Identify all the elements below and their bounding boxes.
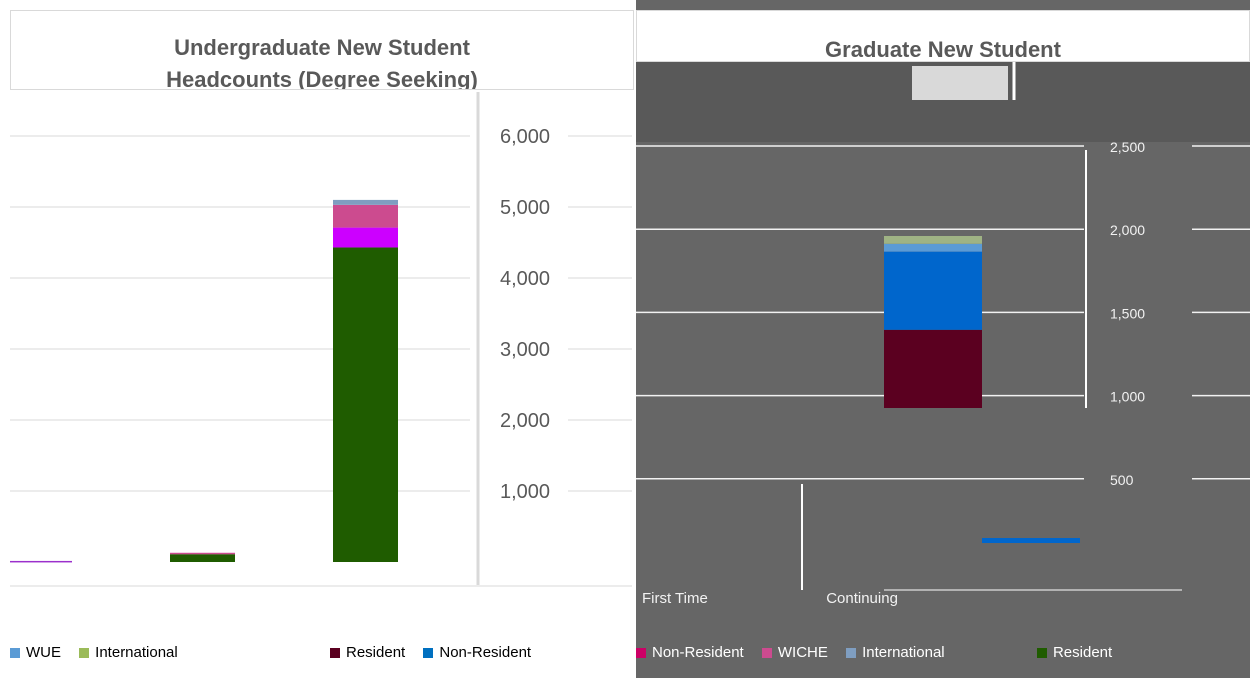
legend-swatch-non-resident — [423, 647, 434, 658]
bar-segment — [333, 199, 398, 205]
y-tick-label: 3,000 — [500, 339, 550, 361]
bar-segment — [884, 251, 982, 330]
legend-swatch-international — [79, 647, 90, 658]
y-tick-label: 1,000 — [1110, 389, 1145, 405]
bar-segment — [170, 554, 235, 562]
y-tick-label: 1,000 — [500, 481, 550, 503]
bar-segment — [10, 560, 72, 563]
legend-item: WICHE — [761, 644, 828, 661]
y-tick-label: 5,000 — [500, 197, 550, 219]
legend-swatch-international — [846, 647, 857, 658]
legend-label-wue: WUE — [26, 644, 61, 661]
undergraduate-chart-legend-2: Resident Non-Resident — [330, 644, 545, 662]
legend-swatch-non-resident — [636, 647, 646, 658]
y-tick-label: 4,000 — [500, 268, 550, 290]
legend-item: WUE — [10, 644, 61, 661]
y-tick-label: 2,000 — [500, 410, 550, 432]
y-tick-label: 500 — [1110, 472, 1134, 488]
y-tick-label: 1,500 — [1110, 305, 1145, 321]
legend-swatch-wue — [10, 647, 20, 658]
graduate-chart-panel: Graduate New Student 2,500 2,000 1,500 1,00… — [636, 0, 1250, 678]
header-highlight — [912, 66, 1008, 100]
legend-item: Resident — [330, 644, 405, 661]
legend-item: Non-Resident — [636, 644, 744, 661]
undergraduate-chart-panel: Undergraduate New Student Headcounts (De… — [10, 10, 634, 662]
y-tick-label: 6,000 — [500, 126, 550, 148]
legend-swatch-resident — [1036, 647, 1047, 658]
undergraduate-chart-title-line2: Headcounts (Degree Seeking) — [166, 67, 478, 90]
graduate-category-labels: First Time Continuing — [642, 590, 898, 607]
y-tick-label: 2,000 — [1110, 222, 1145, 238]
graduate-chart-legend: Non-Resident WICHE International Residen… — [636, 644, 1126, 662]
y-tick-label: 2,500 — [1110, 139, 1145, 155]
graduate-chart-plot: 2,500 2,000 1,500 1,000 500 — [636, 62, 1250, 591]
legend-item: International — [79, 644, 178, 661]
legend-swatch-wiche — [761, 647, 772, 658]
graduate-chart-title-line1: Graduate New Student — [825, 37, 1061, 62]
legend-item: Resident — [1036, 644, 1113, 661]
undergraduate-chart-title-line1: Undergraduate New Student — [174, 35, 470, 60]
legend-swatch-resident — [330, 647, 340, 658]
category-label-first-time: First Time — [642, 590, 708, 607]
bar-segment — [884, 243, 982, 252]
legend-label-non-resident: Non-Resident — [652, 644, 744, 661]
legend-item: International — [846, 644, 945, 661]
undergraduate-chart-plot: 6,000 5,000 4,000 3,000 2,000 1,000 — [10, 92, 632, 587]
category-label-continuing: Continuing — [826, 590, 898, 607]
bar-segment — [333, 204, 398, 228]
legend-label-international: International — [95, 644, 178, 661]
legend-label-resident: Resident — [1052, 644, 1113, 661]
bar-segment — [982, 538, 1080, 543]
legend-label-resident: Resident — [346, 644, 406, 661]
bar-segment — [333, 227, 398, 248]
undergraduate-chart-legend: WUE International — [10, 644, 192, 662]
legend-label-non-resident: Non-Resident — [439, 644, 532, 661]
undergraduate-chart-title-box: Undergraduate New Student Headcounts (De… — [10, 10, 634, 90]
graduate-chart-title-box: Graduate New Student — [636, 10, 1250, 62]
legend-item: Non-Resident — [423, 644, 531, 661]
bar-segment — [333, 247, 398, 562]
legend-label-wiche: WICHE — [777, 644, 828, 661]
bar-segment — [884, 329, 982, 408]
legend-label-international: International — [862, 644, 945, 661]
bar-segment — [884, 236, 982, 244]
bar-segment — [170, 552, 235, 555]
